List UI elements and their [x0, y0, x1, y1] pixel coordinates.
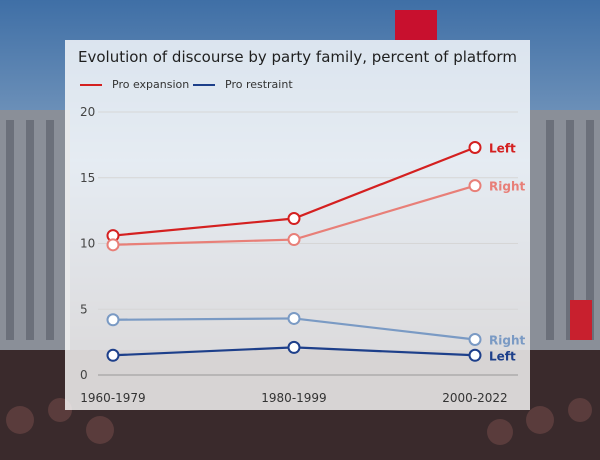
legend-item-pro-restraint: Pro restraint — [193, 78, 293, 91]
series-end-label-0: Left — [489, 142, 516, 156]
x-tick-label-2: 2000-2022 — [442, 391, 507, 405]
x-tick-label-1: 1980-1999 — [261, 391, 326, 405]
series-3-point-1 — [287, 340, 301, 354]
series-1-point-1 — [287, 233, 301, 247]
y-tick-label-20: 20 — [80, 105, 95, 119]
chart-title: Evolution of discourse by party family, … — [78, 48, 517, 66]
series-1-point-2 — [468, 179, 482, 193]
legend-label-pro-restraint: Pro restraint — [225, 78, 293, 91]
legend-item-pro-expansion: Pro expansion — [80, 78, 189, 91]
series-3-point-2 — [468, 348, 482, 362]
legend-swatch-pro-restraint — [193, 84, 215, 86]
series-2-point-0 — [106, 313, 120, 327]
y-tick-label-10: 10 — [80, 237, 95, 251]
y-tick-label-0: 0 — [80, 368, 88, 382]
series-3-point-0 — [106, 348, 120, 362]
series-end-label-2: Right — [489, 333, 525, 347]
y-tick-label-5: 5 — [80, 302, 88, 316]
series-0-point-1 — [287, 212, 301, 226]
x-tick-label-0: 1960-1979 — [80, 391, 145, 405]
legend-swatch-pro-expansion — [80, 84, 102, 86]
series-0-point-2 — [468, 141, 482, 155]
y-tick-label-15: 15 — [80, 171, 95, 185]
series-2-point-2 — [468, 332, 482, 346]
series-1-point-0 — [106, 238, 120, 252]
legend-label-pro-expansion: Pro expansion — [112, 78, 190, 91]
series-2-point-1 — [287, 311, 301, 325]
series-end-label-3: Left — [489, 349, 516, 363]
series-end-label-1: Right — [489, 180, 525, 194]
